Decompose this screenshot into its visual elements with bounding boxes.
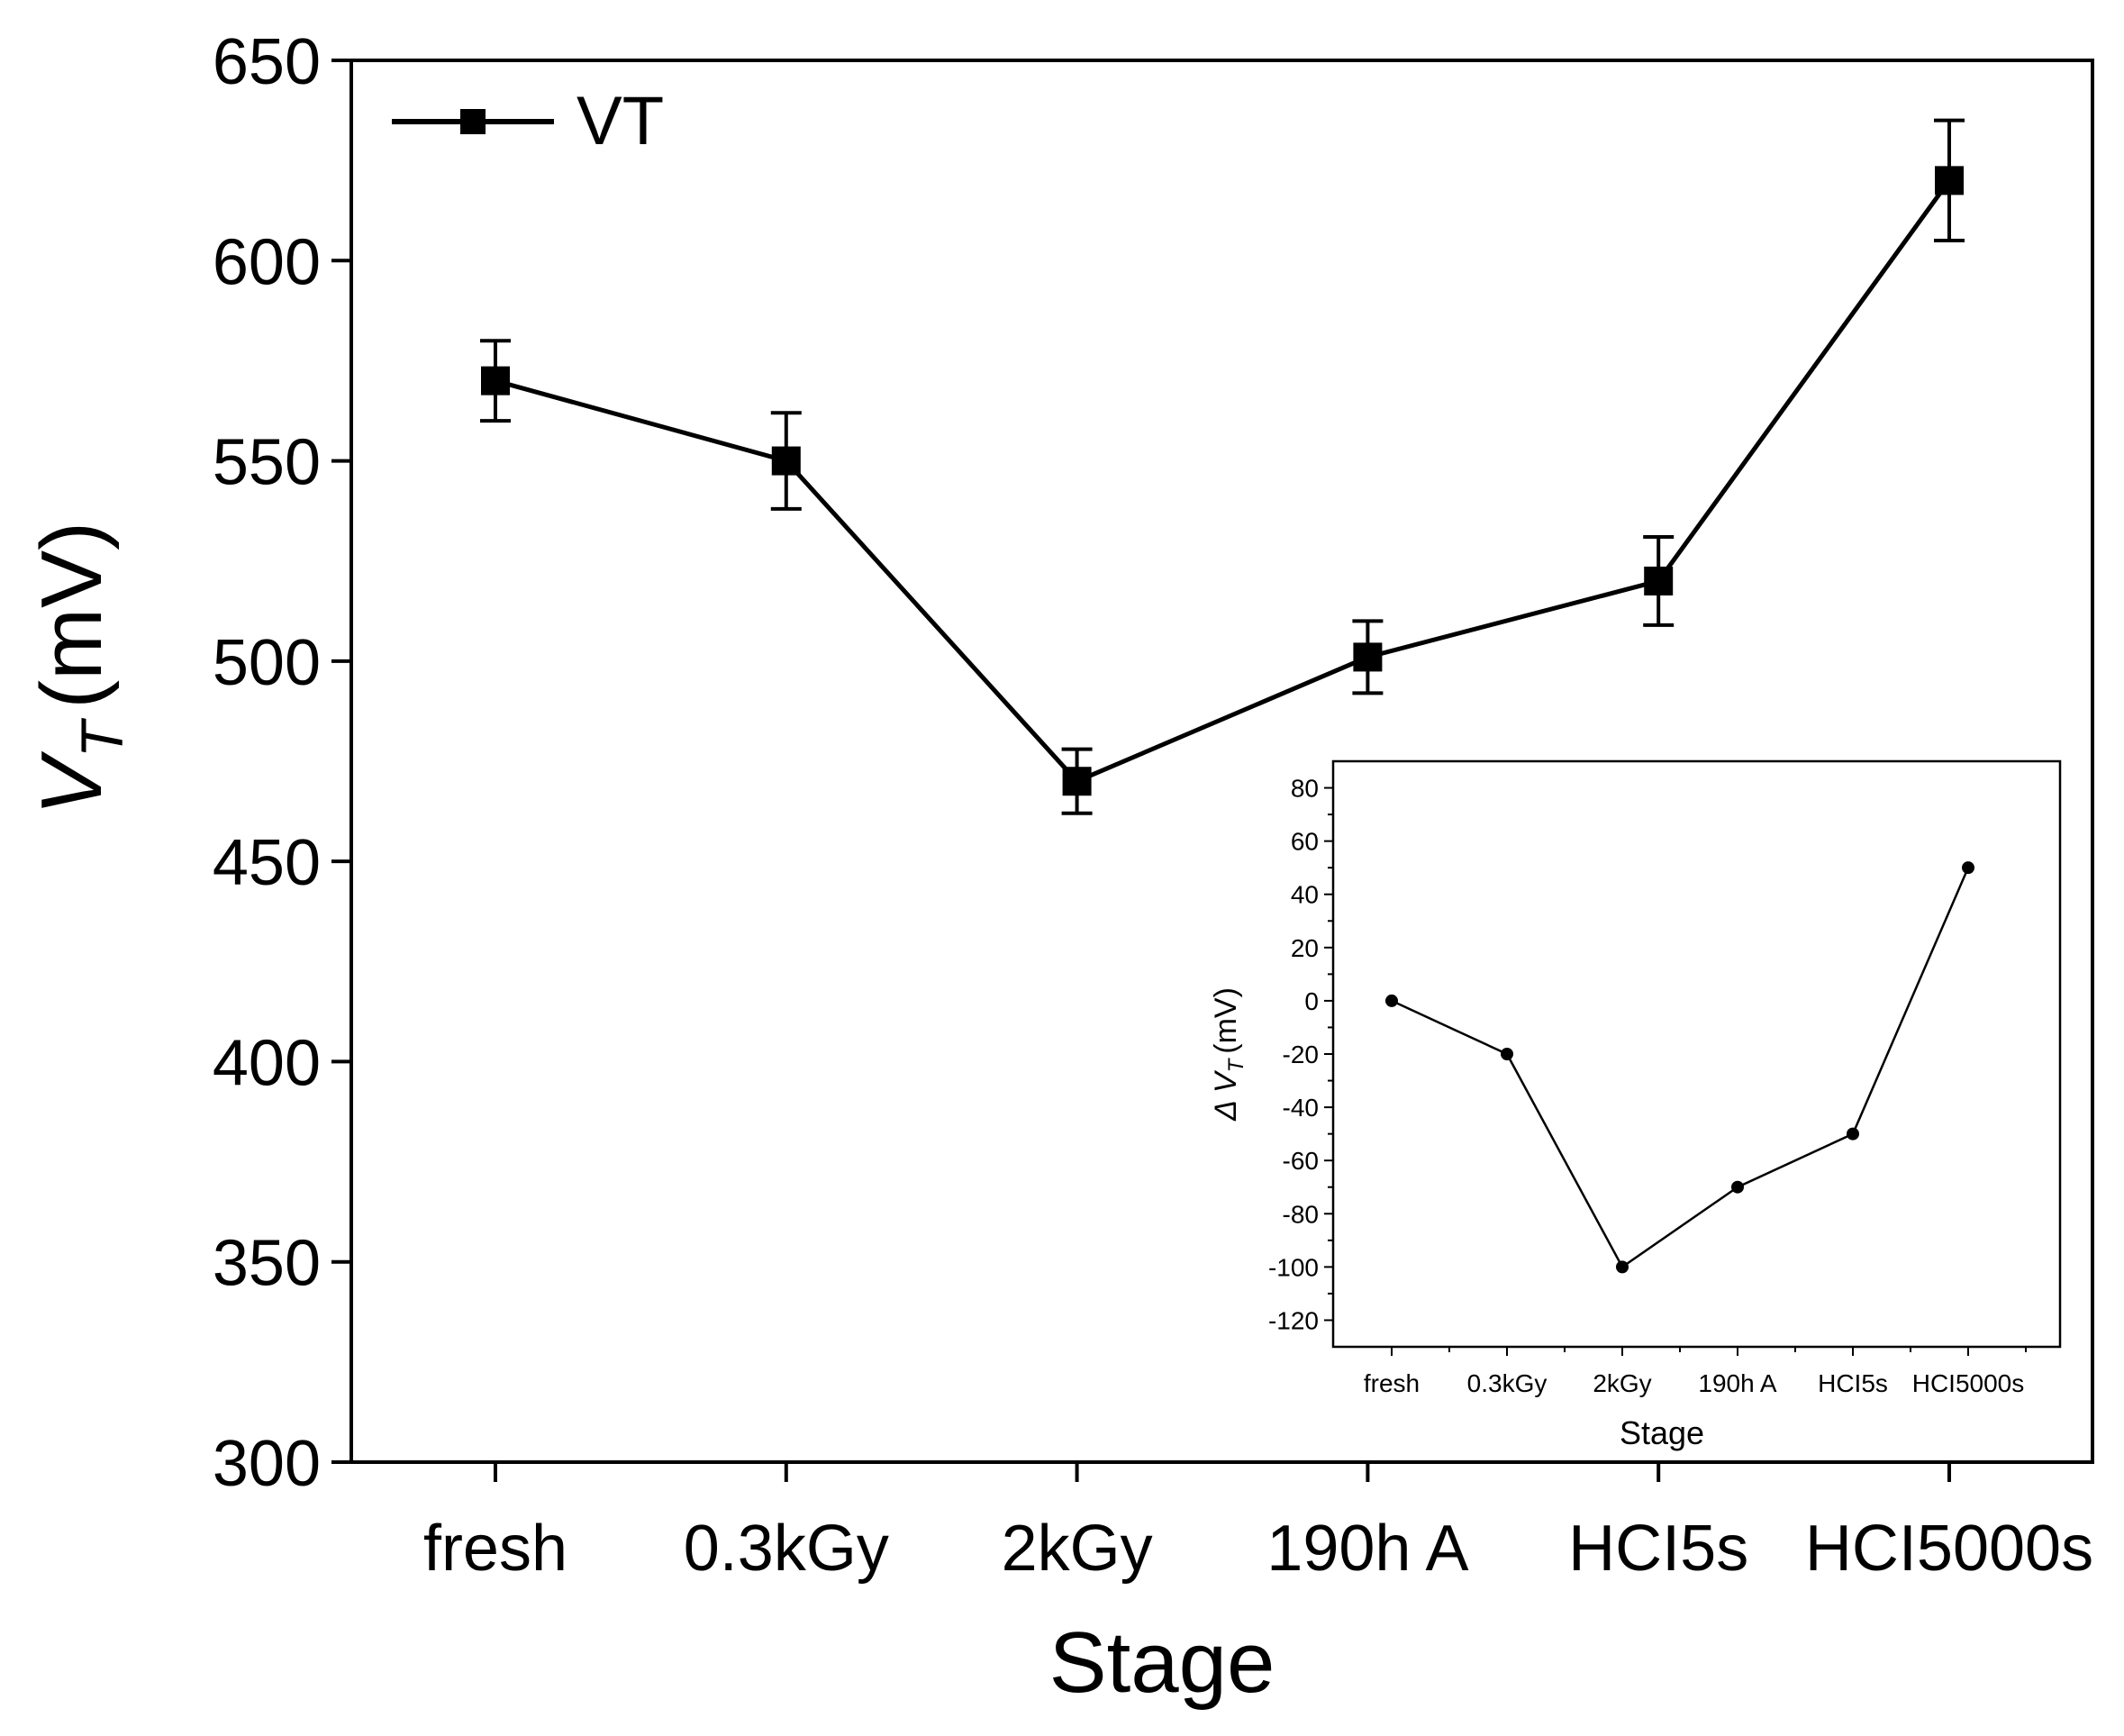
legend-square-marker	[460, 109, 486, 134]
main-y-axis-title: VT (mV)	[23, 522, 135, 815]
legend-label: VT	[576, 83, 664, 159]
inset-data-point	[1501, 1048, 1513, 1060]
inset-y-axis-title-subscript: T	[1224, 1057, 1248, 1072]
inset-y-tick-label: 40	[1291, 881, 1319, 909]
inset-x-tick-label: 2kGy	[1593, 1369, 1651, 1397]
main-series-line	[495, 178, 1952, 785]
inset-x-axis-title: Stage	[1620, 1414, 1704, 1451]
inset-y-tick-label: 20	[1291, 934, 1319, 962]
inset-y-tick-label: -80	[1283, 1200, 1319, 1228]
main-y-axis-title-symbol: V	[23, 750, 120, 815]
main-x-axis-title: Stage	[1049, 1614, 1275, 1711]
inset-data-point	[1847, 1127, 1859, 1141]
main-x-tick-label: fresh	[423, 1513, 567, 1585]
inset-y-tick-label: 80	[1291, 775, 1319, 803]
main-y-axis-title-unit: (mV)	[23, 522, 120, 709]
data-point	[1353, 642, 1383, 672]
main-x-tick-label: HCI5000s	[1805, 1513, 2093, 1585]
main-y-tick-label: 500	[213, 627, 321, 699]
inset-y-tick-label: -100	[1268, 1253, 1319, 1281]
main-y-tick-label: 650	[213, 26, 321, 98]
inset-plot-frame	[1331, 759, 2062, 1349]
inset-data-point	[1731, 1180, 1744, 1194]
inset-y-axis-title-prefix: Δ	[1209, 1100, 1243, 1122]
main-x-ticks: fresh 0.3kGy 2kGy 190h A HCI5s HCI5000s	[423, 1462, 2093, 1585]
inset-data-point	[1385, 994, 1398, 1007]
inset-plot: -120 -100 -80 -60 -40 -20 0 20 40 60 80 fresh 0.3kG…	[1209, 759, 2062, 1451]
main-x-tick-label: 0.3kGy	[684, 1513, 889, 1585]
data-point	[1935, 166, 1964, 195]
main-y-tick-label: 450	[213, 827, 321, 899]
inset-y-axis-title: ΔVT (mV)	[1209, 987, 1248, 1122]
main-y-tick-label: 350	[213, 1228, 321, 1300]
inset-x-tick-label: 0.3kGy	[1467, 1369, 1548, 1397]
main-x-tick-label: 2kGy	[1002, 1513, 1153, 1585]
inset-y-tick-label: -40	[1283, 1094, 1319, 1122]
inset-y-tick-label: -60	[1283, 1147, 1319, 1175]
inset-y-tick-label: -20	[1283, 1041, 1319, 1068]
data-point	[1644, 566, 1674, 595]
main-y-tick-label: 600	[213, 226, 321, 298]
inset-y-ticks: -120 -100 -80 -60 -40 -20 0 20 40 60 80	[1268, 775, 1333, 1334]
inset-y-tick-label: -120	[1268, 1306, 1319, 1334]
data-point	[1062, 767, 1092, 796]
inset-y-tick-label: 0	[1304, 987, 1319, 1015]
main-y-ticks: 300 350 400 450 500 550 600 650	[213, 26, 351, 1500]
main-plot-frame	[349, 59, 2094, 1464]
inset-series-line	[1391, 867, 1970, 1269]
main-y-tick-label: 300	[213, 1428, 321, 1500]
main-series-vt	[480, 118, 1965, 815]
inset-x-tick-label: HCI5000s	[1912, 1369, 2025, 1397]
inset-x-tick-label: fresh	[1364, 1369, 1420, 1397]
inset-y-axis-title-symbol: V	[1209, 1069, 1243, 1093]
inset-x-ticks: fresh 0.3kGy 2kGy 190h A HCI5s HCI5000s	[1364, 1347, 2027, 1397]
inset-y-tick-label: 60	[1291, 828, 1319, 856]
main-y-tick-label: 550	[213, 427, 321, 499]
data-point	[771, 446, 801, 476]
inset-data-point	[1962, 861, 1974, 875]
inset-y-axis-title-unit: (mV)	[1209, 987, 1243, 1054]
inset-x-tick-label: HCI5s	[1818, 1369, 1888, 1397]
data-point	[481, 366, 510, 395]
main-y-tick-label: 400	[213, 1027, 321, 1099]
legend: VT	[392, 83, 664, 159]
main-y-axis-title-subscript: T	[68, 717, 135, 758]
main-x-tick-label: 190h A	[1266, 1513, 1468, 1585]
inset-series-delta-vt	[1385, 861, 1974, 1274]
inset-data-point	[1616, 1260, 1629, 1274]
main-x-tick-label: HCI5s	[1568, 1513, 1748, 1585]
inset-x-tick-label: 190h A	[1698, 1369, 1777, 1397]
